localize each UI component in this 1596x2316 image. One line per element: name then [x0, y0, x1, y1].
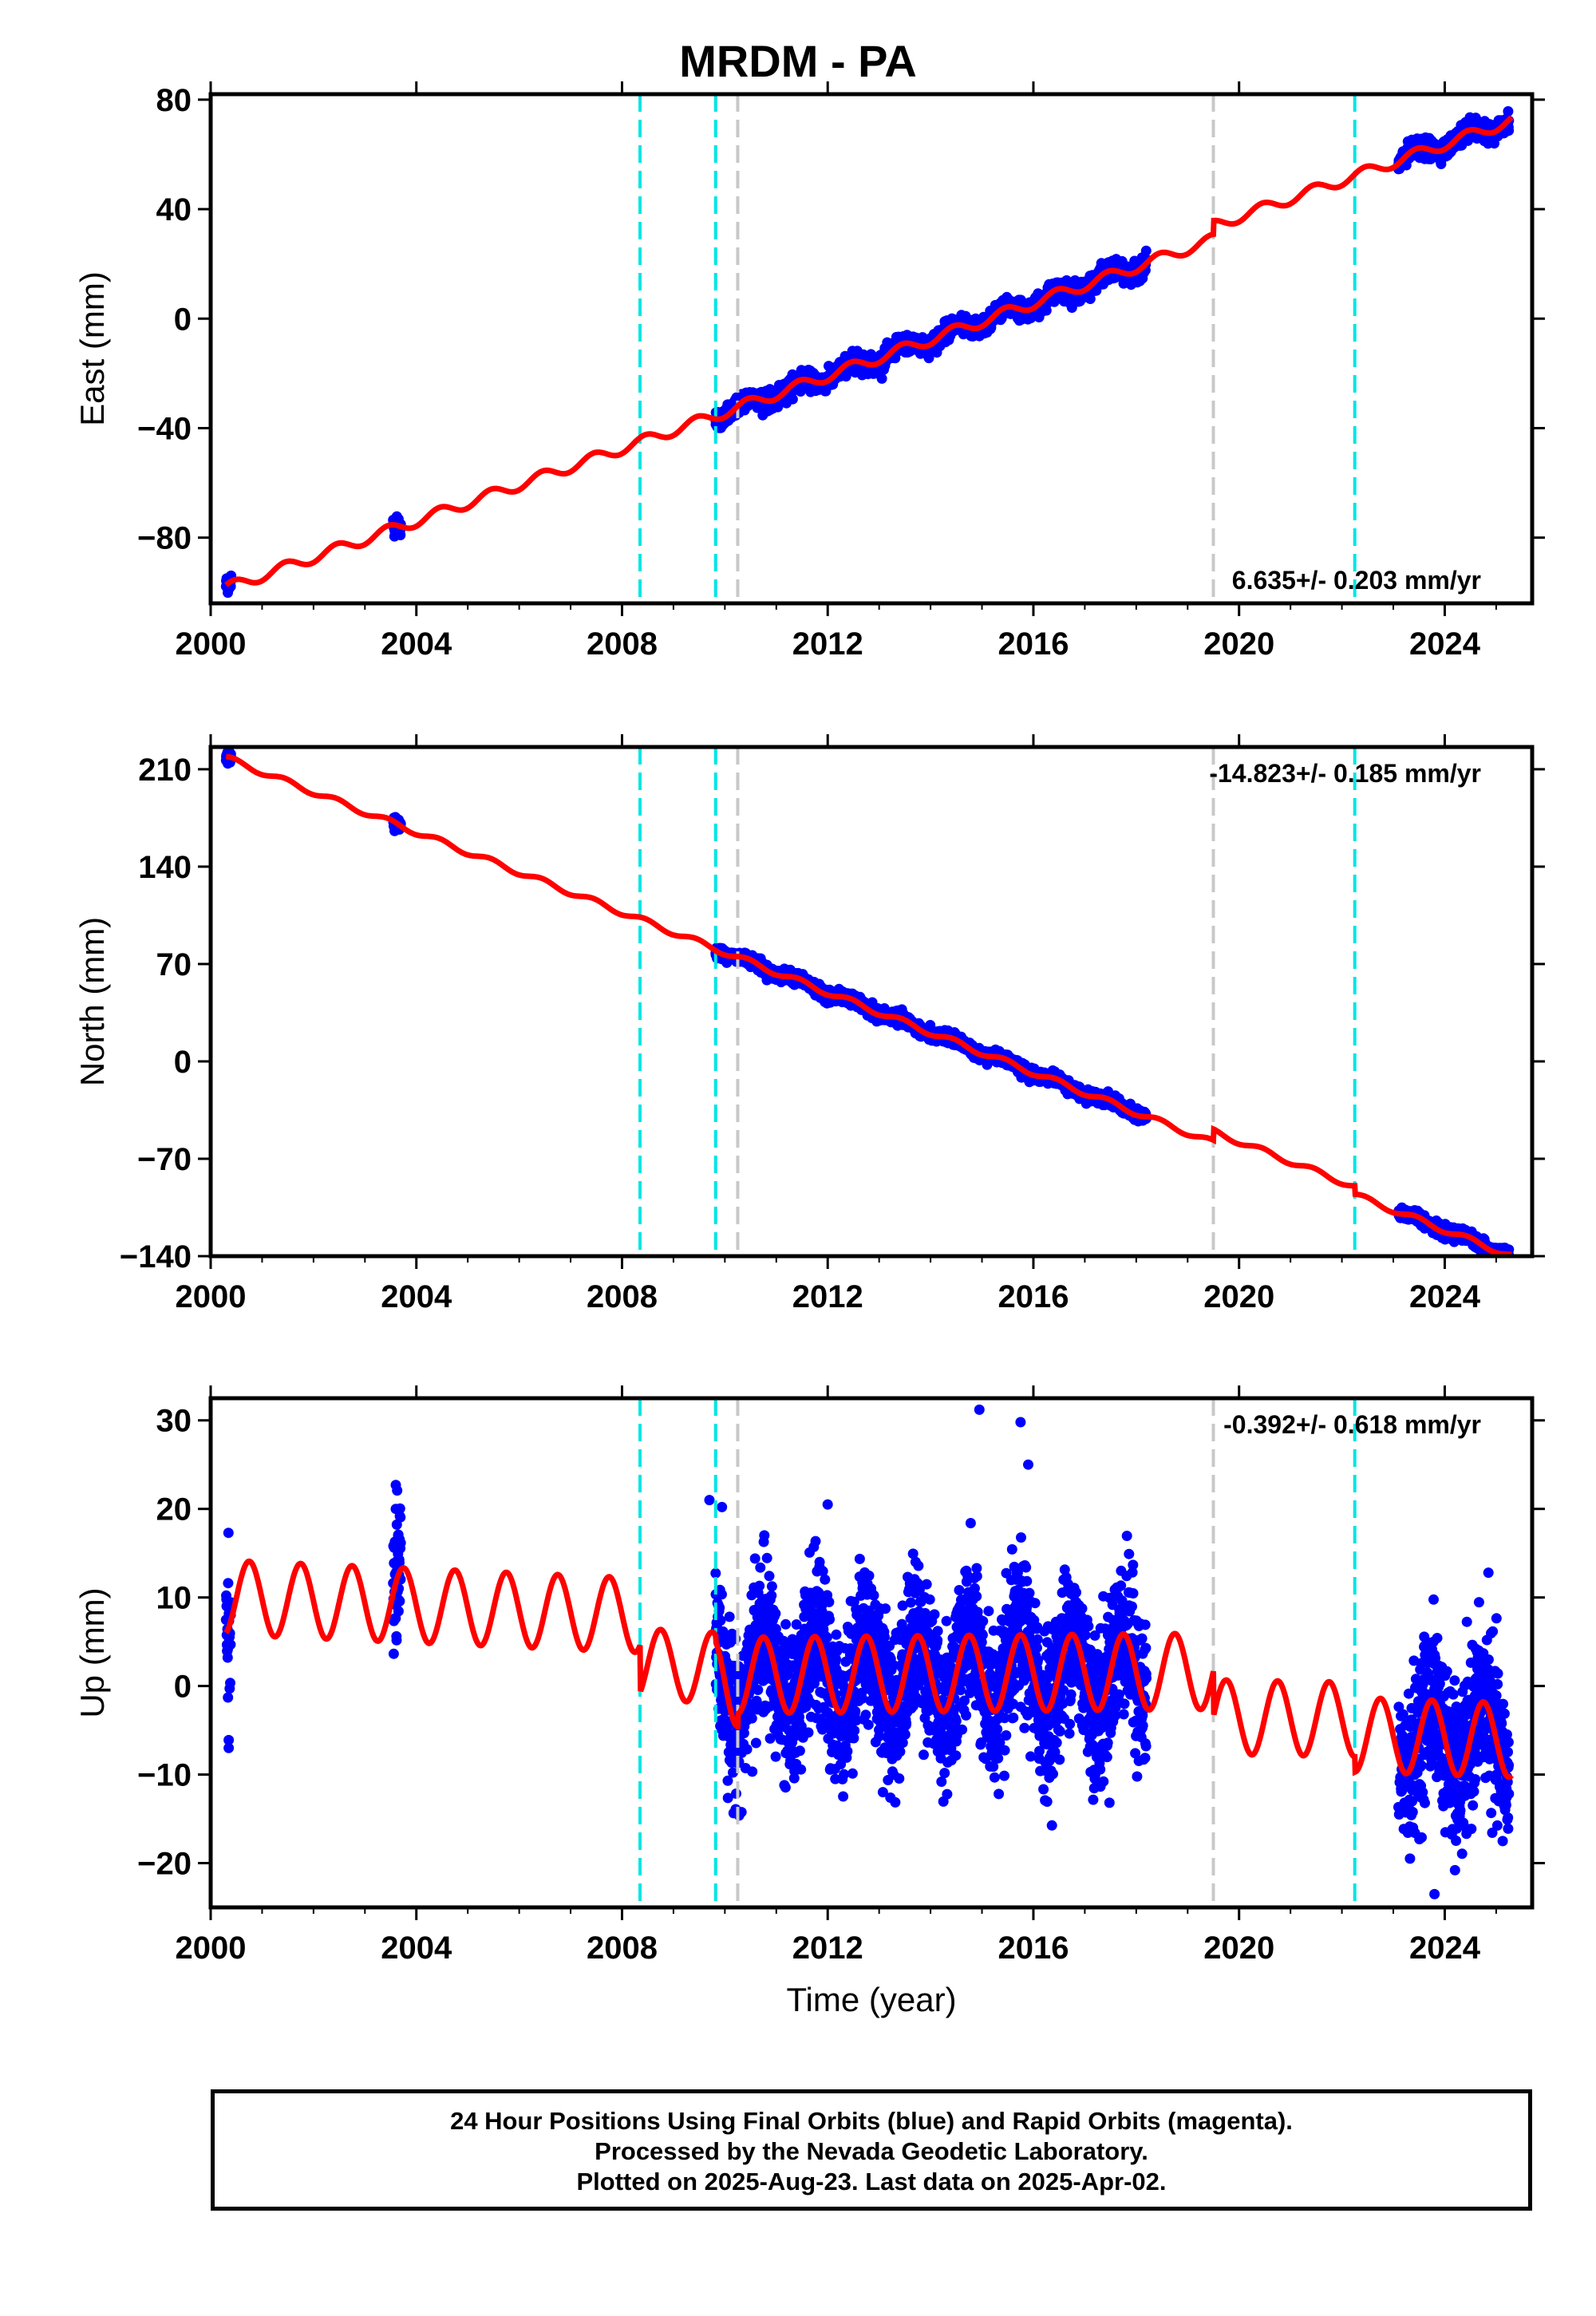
rate-label-east: 6.635+/- 0.203 mm/yr	[1232, 566, 1481, 595]
y-tick-label: 0	[174, 302, 192, 337]
plot-frame-east	[208, 92, 1535, 606]
data-point	[395, 530, 406, 540]
data-point	[787, 393, 798, 405]
x-tick-label: 2004	[381, 626, 452, 662]
data-point	[1084, 294, 1096, 304]
data-points-north	[220, 747, 1515, 1256]
model-line-east	[224, 115, 1514, 587]
x-tick-label: 2012	[792, 626, 863, 662]
y-tick-label: −40	[137, 411, 192, 446]
panel-east: 2000 2004 2008 2012 2016 2020 2024 −80 −40 0 40 80 E…	[73, 81, 1545, 662]
x-tick-label: 2016	[998, 626, 1069, 662]
x-tick-label: 2024	[1409, 626, 1481, 662]
panel-north: 2000 2004 2008 2012 2016 2020 2024−140−7007014…	[73, 734, 1545, 1314]
y-tick-label: 40	[156, 192, 192, 227]
x-tick-label: 2000	[176, 626, 247, 662]
y-tick-label: −80	[137, 521, 192, 556]
page-title: MRDM - PA	[679, 36, 917, 86]
x-tick-label: 2008	[587, 626, 658, 662]
data-point	[1503, 125, 1515, 136]
data-point	[876, 373, 887, 384]
x-tick-label: 2020	[1203, 626, 1274, 662]
data-point	[1140, 245, 1152, 256]
y-tick-label: 80	[156, 83, 192, 118]
data-point	[1503, 106, 1514, 117]
y-axis-label-east: East (mm)	[73, 271, 111, 426]
